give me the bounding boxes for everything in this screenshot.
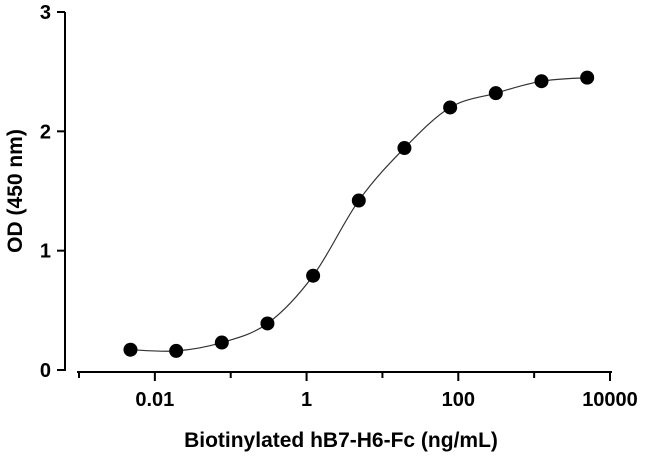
x-tick-label: 0.01 xyxy=(135,389,174,411)
y-tick-label: 2 xyxy=(40,121,51,143)
data-point xyxy=(534,74,549,89)
data-point xyxy=(306,268,321,283)
x-tick-label: 1 xyxy=(301,389,312,411)
data-point xyxy=(169,343,184,358)
data-point xyxy=(214,335,229,350)
data-point xyxy=(397,141,412,156)
fit-curve xyxy=(130,77,588,352)
y-tick-label: 0 xyxy=(40,360,51,382)
y-axis-label: OD (450 nm) xyxy=(4,129,27,253)
x-tick-label: 100 xyxy=(442,389,475,411)
data-point xyxy=(580,70,595,85)
data-point xyxy=(351,193,366,208)
data-point xyxy=(443,100,458,115)
data-point xyxy=(488,86,503,101)
x-axis-label: Biotinylated hB7-H6-Fc (ng/mL) xyxy=(184,429,498,452)
data-point xyxy=(260,316,275,331)
data-point xyxy=(123,342,138,357)
y-tick-label: 3 xyxy=(40,2,51,24)
y-tick-label: 1 xyxy=(40,241,51,263)
x-tick-label: 10000 xyxy=(582,389,638,411)
